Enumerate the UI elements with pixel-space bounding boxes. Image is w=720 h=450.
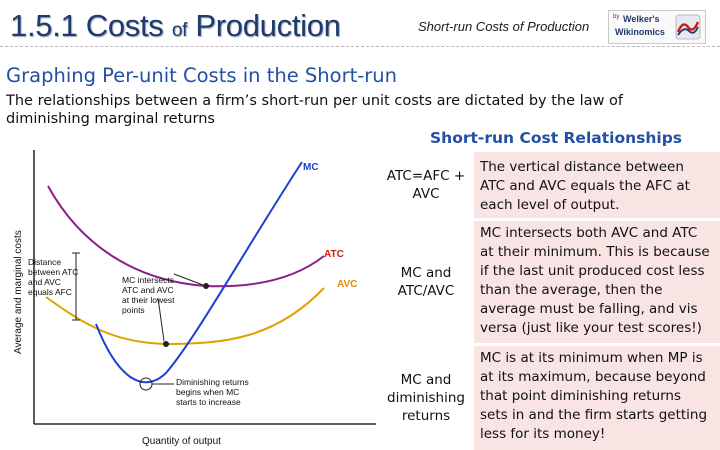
distance-line-4: equals AFC — [28, 287, 72, 297]
row-description: MC is at its minimum when MP is at its m… — [474, 346, 720, 450]
table-title: Short-run Cost Relationships — [430, 129, 683, 147]
row-term: MC and ATC/AVC — [397, 265, 455, 299]
avc-curve — [45, 287, 325, 346]
table-row: MC and ATC/AVC MC intersects both AVC an… — [378, 221, 720, 343]
distance-line-3: and AVC — [28, 277, 61, 287]
intersects-line-1: MC intersects — [122, 275, 174, 285]
intersects-annotation: MC intersects ATC and AVC at their lowes… — [122, 275, 175, 315]
wikinomics-logo-mark-icon — [675, 14, 701, 40]
title-end: Production — [187, 8, 341, 43]
intersects-line-3: at their lowest — [122, 295, 175, 305]
header-divider — [0, 46, 720, 47]
diminishing-line-2: begins when MC — [176, 387, 239, 397]
distance-annotation: Distance between ATC and AVC equals AFC — [28, 257, 78, 297]
diminishing-line-1: Diminishing returns — [176, 377, 249, 387]
x-axis-label: Quantity of output — [142, 436, 221, 447]
logo-line2: Wikinomics — [615, 27, 665, 37]
row-term: MC and diminishing returns — [387, 372, 465, 424]
intersects-pointer-1 — [173, 273, 204, 286]
table-row: MC and diminishing returns MC is at its … — [378, 346, 720, 450]
distance-line-2: between ATC — [28, 267, 78, 277]
main-title: 1.5.1 Costs of Production — [10, 8, 341, 44]
avc-label: AVC — [337, 279, 357, 290]
intro-text: The relationships between a firm’s short… — [6, 93, 624, 127]
row-divider — [378, 218, 720, 221]
atc-label: ATC — [324, 249, 344, 260]
table-row: ATC=AFC + AVC The vertical distance betw… — [378, 152, 720, 218]
mc-minimum-point — [139, 377, 153, 391]
mc-atc-intersection — [203, 283, 209, 289]
mc-curve — [95, 161, 303, 384]
section-subtitle: Short-run Costs of Production — [418, 19, 590, 34]
title-of: of — [171, 20, 188, 41]
distance-line-1: Distance — [28, 257, 61, 267]
logo-line1: Welker's — [623, 14, 660, 24]
mc-label: MC — [303, 162, 319, 173]
row-divider — [378, 343, 720, 346]
row-description: The vertical distance between ATC and AV… — [474, 152, 720, 218]
mc-avc-intersection — [163, 341, 169, 347]
intersects-line-2: ATC and AVC — [122, 285, 174, 295]
title-main: 1.5.1 Costs — [10, 8, 172, 43]
intersects-pointer-2 — [157, 297, 165, 342]
diminishing-line-3: starts to increase — [176, 397, 241, 407]
intersects-line-4: points — [122, 305, 145, 315]
logo-by: by — [613, 14, 620, 20]
wikinomics-logo[interactable]: by Welker's Wikinomics — [608, 10, 706, 44]
row-term: ATC=AFC + AVC — [386, 168, 466, 202]
y-axis-label: Average and marginal costs — [13, 230, 24, 354]
row-description: MC intersects both AVC and ATC at their … — [474, 221, 720, 343]
atc-curve — [47, 185, 325, 288]
slide-heading: Graphing Per-unit Costs in the Short-run — [6, 64, 397, 87]
diminishing-annotation: Diminishing returns begins when MC start… — [176, 377, 249, 407]
cost-curves-graph: MC ATC AVC Distance between ATC and AVC … — [13, 150, 376, 447]
